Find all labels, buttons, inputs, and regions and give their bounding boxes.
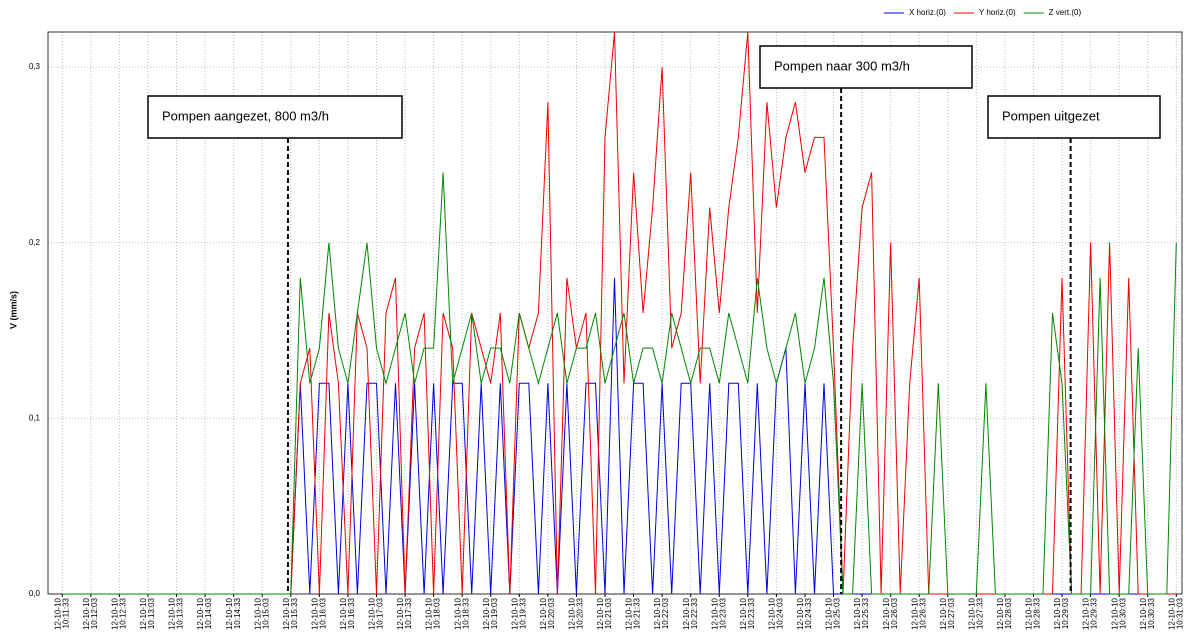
series-line bbox=[62, 172, 1177, 595]
x-tick-date: 12-10-10 bbox=[453, 597, 462, 630]
x-tick-time: 10:30:03 bbox=[1118, 597, 1127, 629]
x-tick-time: 10:26:33 bbox=[918, 597, 927, 629]
x-tick-time: 10:31:03 bbox=[1175, 597, 1184, 629]
x-tick-date: 12-10-10 bbox=[653, 597, 662, 630]
annotation-text: Pompen uitgezet bbox=[1002, 108, 1100, 123]
y-axis-label: V (mm/s) bbox=[8, 291, 18, 329]
x-tick-date: 12-10-10 bbox=[967, 597, 976, 630]
legend-label: Y horiz.(0) bbox=[979, 8, 1016, 17]
x-tick-date: 12-10-10 bbox=[739, 597, 748, 630]
x-tick-time: 10:19:03 bbox=[490, 597, 499, 629]
x-tick-time: 10:29:03 bbox=[1061, 597, 1070, 629]
annotation-box bbox=[147, 95, 403, 139]
x-tick-date: 12-10-10 bbox=[910, 597, 919, 630]
x-tick-date: 12-10-10 bbox=[1167, 597, 1176, 630]
x-tick-time: 10:20:03 bbox=[547, 597, 556, 629]
x-tick-time: 10:16:33 bbox=[347, 597, 356, 629]
x-tick-time: 10:27:03 bbox=[947, 597, 956, 629]
annotation-box bbox=[987, 95, 1161, 139]
x-tick-date: 12-10-10 bbox=[510, 597, 519, 630]
x-tick-time: 10:19:33 bbox=[518, 597, 527, 629]
x-tick-time: 10:11:33 bbox=[61, 597, 70, 628]
x-tick-date: 12-10-10 bbox=[682, 597, 691, 630]
x-tick-date: 12-10-10 bbox=[53, 597, 62, 630]
x-tick-date: 12-10-10 bbox=[1110, 597, 1119, 630]
x-tick-time: 10:18:03 bbox=[433, 597, 442, 629]
x-tick-date: 12-10-10 bbox=[853, 597, 862, 630]
x-tick-time: 10:20:33 bbox=[576, 597, 585, 629]
x-tick-date: 12-10-10 bbox=[539, 597, 548, 630]
x-tick-time: 10:14:33 bbox=[233, 597, 242, 629]
x-tick-date: 12-10-10 bbox=[710, 597, 719, 630]
x-tick-date: 12-10-10 bbox=[568, 597, 577, 630]
x-tick-date: 12-10-10 bbox=[996, 597, 1005, 630]
annotation-text: Pompen aangezet, 800 m3/h bbox=[162, 108, 329, 123]
x-tick-date: 12-10-10 bbox=[310, 597, 319, 630]
x-tick-date: 12-10-10 bbox=[253, 597, 262, 630]
legend-label: X horiz.(0) bbox=[909, 8, 946, 17]
x-tick-time: 10:28:03 bbox=[1004, 597, 1013, 629]
x-tick-time: 10:28:33 bbox=[1033, 597, 1042, 629]
x-tick-date: 12-10-10 bbox=[1025, 597, 1034, 630]
x-tick-date: 12-10-10 bbox=[596, 597, 605, 630]
x-tick-time: 10:13:33 bbox=[176, 597, 185, 629]
x-tick-date: 12-10-10 bbox=[825, 597, 834, 630]
x-tick-time: 10:26:03 bbox=[890, 597, 899, 629]
x-tick-time: 10:30:33 bbox=[1147, 597, 1156, 629]
x-tick-date: 12-10-10 bbox=[1082, 597, 1091, 630]
x-tick-time: 10:21:03 bbox=[604, 597, 613, 629]
y-tick-label: 0,0 bbox=[29, 589, 41, 598]
x-tick-time: 10:23:33 bbox=[747, 597, 756, 629]
x-tick-date: 12-10-10 bbox=[168, 597, 177, 630]
x-tick-time: 10:27:33 bbox=[975, 597, 984, 629]
x-tick-date: 12-10-10 bbox=[425, 597, 434, 630]
x-tick-date: 12-10-10 bbox=[796, 597, 805, 630]
y-tick-label: 0,1 bbox=[29, 413, 41, 422]
x-tick-date: 12-10-10 bbox=[282, 597, 291, 630]
x-tick-date: 12-10-10 bbox=[482, 597, 491, 630]
x-tick-date: 12-10-10 bbox=[625, 597, 634, 630]
x-tick-time: 10:25:33 bbox=[861, 597, 870, 629]
legend-label: Z vert.(0) bbox=[1049, 8, 1082, 17]
x-tick-date: 12-10-10 bbox=[368, 597, 377, 630]
x-tick-time: 10:25:03 bbox=[833, 597, 842, 629]
x-tick-date: 12-10-10 bbox=[1053, 597, 1062, 630]
x-tick-time: 10:22:33 bbox=[690, 597, 699, 629]
x-tick-date: 12-10-10 bbox=[225, 597, 234, 630]
x-tick-time: 10:23:03 bbox=[718, 597, 727, 629]
x-tick-time: 10:16:03 bbox=[318, 597, 327, 629]
x-tick-date: 12-10-10 bbox=[882, 597, 891, 630]
x-tick-time: 10:29:33 bbox=[1090, 597, 1099, 629]
x-tick-time: 10:15:33 bbox=[290, 597, 299, 629]
x-tick-date: 12-10-10 bbox=[396, 597, 405, 630]
x-tick-time: 10:15:03 bbox=[261, 597, 270, 629]
x-tick-time: 10:12:33 bbox=[119, 597, 128, 629]
x-tick-date: 12-10-10 bbox=[767, 597, 776, 630]
series-line bbox=[62, 277, 1177, 595]
x-tick-date: 12-10-10 bbox=[939, 597, 948, 630]
x-tick-date: 12-10-10 bbox=[139, 597, 148, 630]
x-tick-date: 12-10-10 bbox=[82, 597, 91, 630]
x-tick-time: 10:21:33 bbox=[633, 597, 642, 629]
x-tick-date: 12-10-10 bbox=[339, 597, 348, 630]
y-tick-label: 0,2 bbox=[29, 238, 41, 247]
x-tick-time: 10:17:33 bbox=[404, 597, 413, 629]
x-tick-time: 10:14:03 bbox=[204, 597, 213, 629]
x-tick-time: 10:24:33 bbox=[804, 597, 813, 629]
x-tick-date: 12-10-10 bbox=[1139, 597, 1148, 630]
x-tick-time: 10:18:33 bbox=[461, 597, 470, 629]
x-tick-time: 10:12:03 bbox=[90, 597, 99, 629]
annotation-box bbox=[759, 45, 973, 89]
x-tick-time: 10:22:03 bbox=[661, 597, 670, 629]
x-tick-time: 10:17:03 bbox=[376, 597, 385, 629]
x-tick-date: 12-10-10 bbox=[111, 597, 120, 630]
x-tick-date: 12-10-10 bbox=[196, 597, 205, 630]
x-tick-time: 10:13:03 bbox=[147, 597, 156, 629]
annotation-text: Pompen naar 300 m3/h bbox=[774, 58, 910, 73]
y-tick-label: 0,3 bbox=[29, 62, 41, 71]
x-tick-time: 10:24:03 bbox=[775, 597, 784, 629]
